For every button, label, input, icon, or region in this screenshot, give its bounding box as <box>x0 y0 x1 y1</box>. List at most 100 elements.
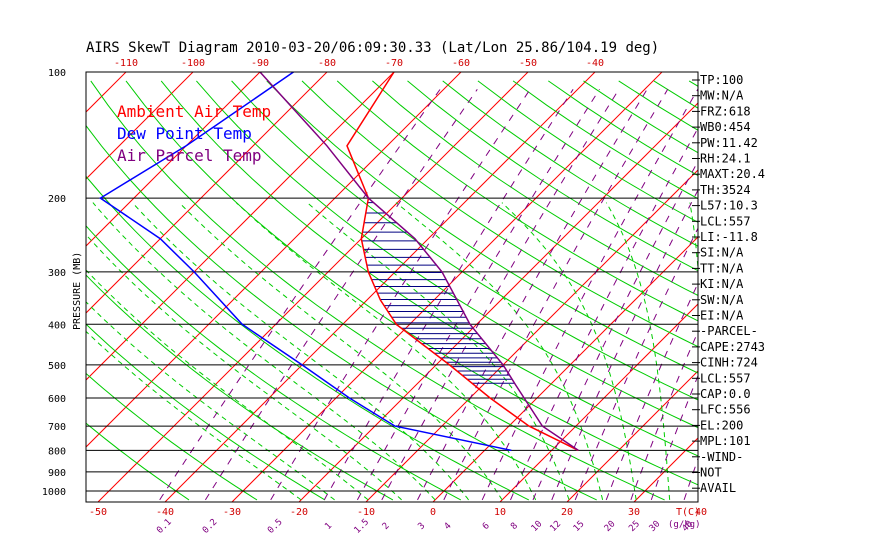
side-panel-item: TT:N/A <box>700 261 744 275</box>
legend-parcel-temp: Air Parcel Temp <box>117 146 262 165</box>
mixing-ratio-line <box>683 457 698 501</box>
mixing-ratio-line <box>356 89 600 501</box>
dry-adiabat-line <box>407 80 698 272</box>
x-axis-label: T(C) <box>676 507 700 518</box>
isotherm-line <box>835 72 870 502</box>
isotherm-line <box>768 72 870 502</box>
top-temp-tick-label: -90 <box>251 58 269 69</box>
moist-adiabat-line <box>306 202 570 501</box>
side-panel-item: SW:N/A <box>700 293 744 307</box>
dry-adiabat-line <box>86 175 530 501</box>
side-panel-item: CAPE:2743 <box>700 340 765 354</box>
mixing-ratio-line <box>443 89 669 501</box>
mixing-ratio-line <box>650 374 698 501</box>
moist-adiabat-line <box>92 202 436 501</box>
top-temp-tick-label: -80 <box>318 58 336 69</box>
side-panel-item: KI:N/A <box>700 277 744 291</box>
top-temp-tick-label: -40 <box>586 58 604 69</box>
isotherm-line <box>365 169 698 502</box>
side-panel-item: RH:24.1 <box>700 152 751 166</box>
side-panel-item: TH:3524 <box>700 183 751 197</box>
mixing-ratio-tick-label: 4 <box>443 521 454 532</box>
plot-frame <box>85 71 699 503</box>
bottom-temp-tick-label: 10 <box>494 507 506 518</box>
moist-adiabat-line <box>395 202 604 501</box>
isotherm-line <box>566 370 698 502</box>
mixing-ratio-tick-label: 12 <box>548 519 563 534</box>
bottom-temp-tick-label: 0 <box>430 507 436 518</box>
mixing-ratio-tick-label: 1 <box>323 521 334 532</box>
mixing-ratio-tick-label: 6 <box>481 521 492 532</box>
moist-adiabat-line <box>86 330 302 501</box>
top-temp-tick-label: -60 <box>452 58 470 69</box>
side-panel-item: EI:N/A <box>700 309 744 323</box>
legend-dew-point: Dew Point Temp <box>117 124 252 143</box>
side-panel-item: MPL:101 <box>700 434 751 448</box>
mixing-ratio-tick-label: 15 <box>572 519 587 534</box>
dry-adiabat-line <box>477 80 698 223</box>
chart-title: AIRS SkewT Diagram 2010-03-20/06:09:30.3… <box>86 40 659 56</box>
moist-adiabat-line <box>86 301 335 501</box>
bottom-temp-tick-label: 20 <box>561 507 573 518</box>
side-panel-item: LFC:556 <box>700 403 751 417</box>
pressure-tick-label: 300 <box>48 268 66 279</box>
dry-adiabat-line <box>86 323 326 501</box>
pressure-tick-label: 1000 <box>42 487 66 498</box>
top-temp-tick-label: -50 <box>519 58 537 69</box>
bottom-temp-tick-label: 30 <box>628 507 640 518</box>
top-temp-tick-labels: -110 -100 -90 -80 -70 -60 -50 -40 <box>114 58 604 69</box>
dry-adiabat-line <box>336 80 698 322</box>
mixing-ratio-line <box>323 89 574 501</box>
mixing-ratio-tick-label: 10 <box>530 519 545 534</box>
mixing-ratio-line <box>481 89 698 501</box>
mixing-ratio-tick-label: 0.5 <box>266 517 285 536</box>
pressure-tick-label: 200 <box>48 194 66 205</box>
top-temp-tick-label: -70 <box>385 58 403 69</box>
dry-adiabat-line <box>653 80 698 109</box>
side-panel-item: FRZ:618 <box>700 104 751 118</box>
mixing-ratio-line <box>381 89 620 501</box>
bottom-temp-tick-labels: -50 -40 -30 -20 -10 0 10 20 30 40 <box>89 507 707 518</box>
isotherm-line <box>499 303 698 502</box>
side-panel-item: LI:-11.8 <box>700 230 758 244</box>
isotherm-line <box>164 72 596 502</box>
cape-hatch-region <box>361 202 515 384</box>
moist-adiabat-line <box>178 202 503 501</box>
moist-adiabat-line <box>131 202 469 501</box>
side-panel-item: CAP:0.0 <box>700 387 751 401</box>
isotherm-line <box>86 72 194 180</box>
dew-point-line <box>99 72 512 452</box>
moist-adiabat-line <box>86 269 369 501</box>
mixing-ratio-lines <box>159 89 698 501</box>
pressure-tick-labels: 100 200 300 400 500 600 700 800 900 1000 <box>42 68 66 498</box>
ambient-temp-line <box>346 72 579 452</box>
mixing-ratio-tick-label: 0.2 <box>201 517 220 536</box>
pressure-tick-label: 400 <box>48 320 66 331</box>
bottom-temp-tick-label: -40 <box>156 507 174 518</box>
dry-adiabat-line <box>86 422 190 501</box>
mixing-ratio-tick-labels: 0.1 0.2 0.5 1 1.5 2 3 4 6 8 10 12 15 20 25 30 40 <box>155 517 695 536</box>
mixing-ratio-line <box>551 189 698 501</box>
side-panel-item: SI:N/A <box>700 246 744 260</box>
y-axis-label: PRESSURE (MB) <box>72 252 83 330</box>
side-panel-item: NOT <box>700 466 722 480</box>
isotherm-line <box>86 72 462 448</box>
top-temp-tick-label: -110 <box>114 58 138 69</box>
side-panel-item: -WIND- <box>700 450 743 464</box>
pressure-tick-label: 100 <box>48 68 66 79</box>
mixing-ratio-line <box>510 127 698 501</box>
dry-adiabat-line <box>86 372 258 501</box>
side-panel-item: -PARCEL- <box>700 324 758 338</box>
side-panel-item: LCL:557 <box>700 371 751 385</box>
moist-adiabat-line <box>501 202 637 500</box>
isotherm-line <box>97 72 529 502</box>
dry-adiabat-line <box>86 225 462 501</box>
dry-adiabat-line <box>86 124 597 501</box>
plot-area: Ambient Air Temp Dew Point Temp Air Parcel… <box>86 72 870 502</box>
isotherm-line <box>298 102 698 502</box>
mixing-ratio-line <box>630 330 698 501</box>
side-panel-item: TP:100 <box>700 73 743 87</box>
mixing-ratio-line <box>159 89 441 501</box>
